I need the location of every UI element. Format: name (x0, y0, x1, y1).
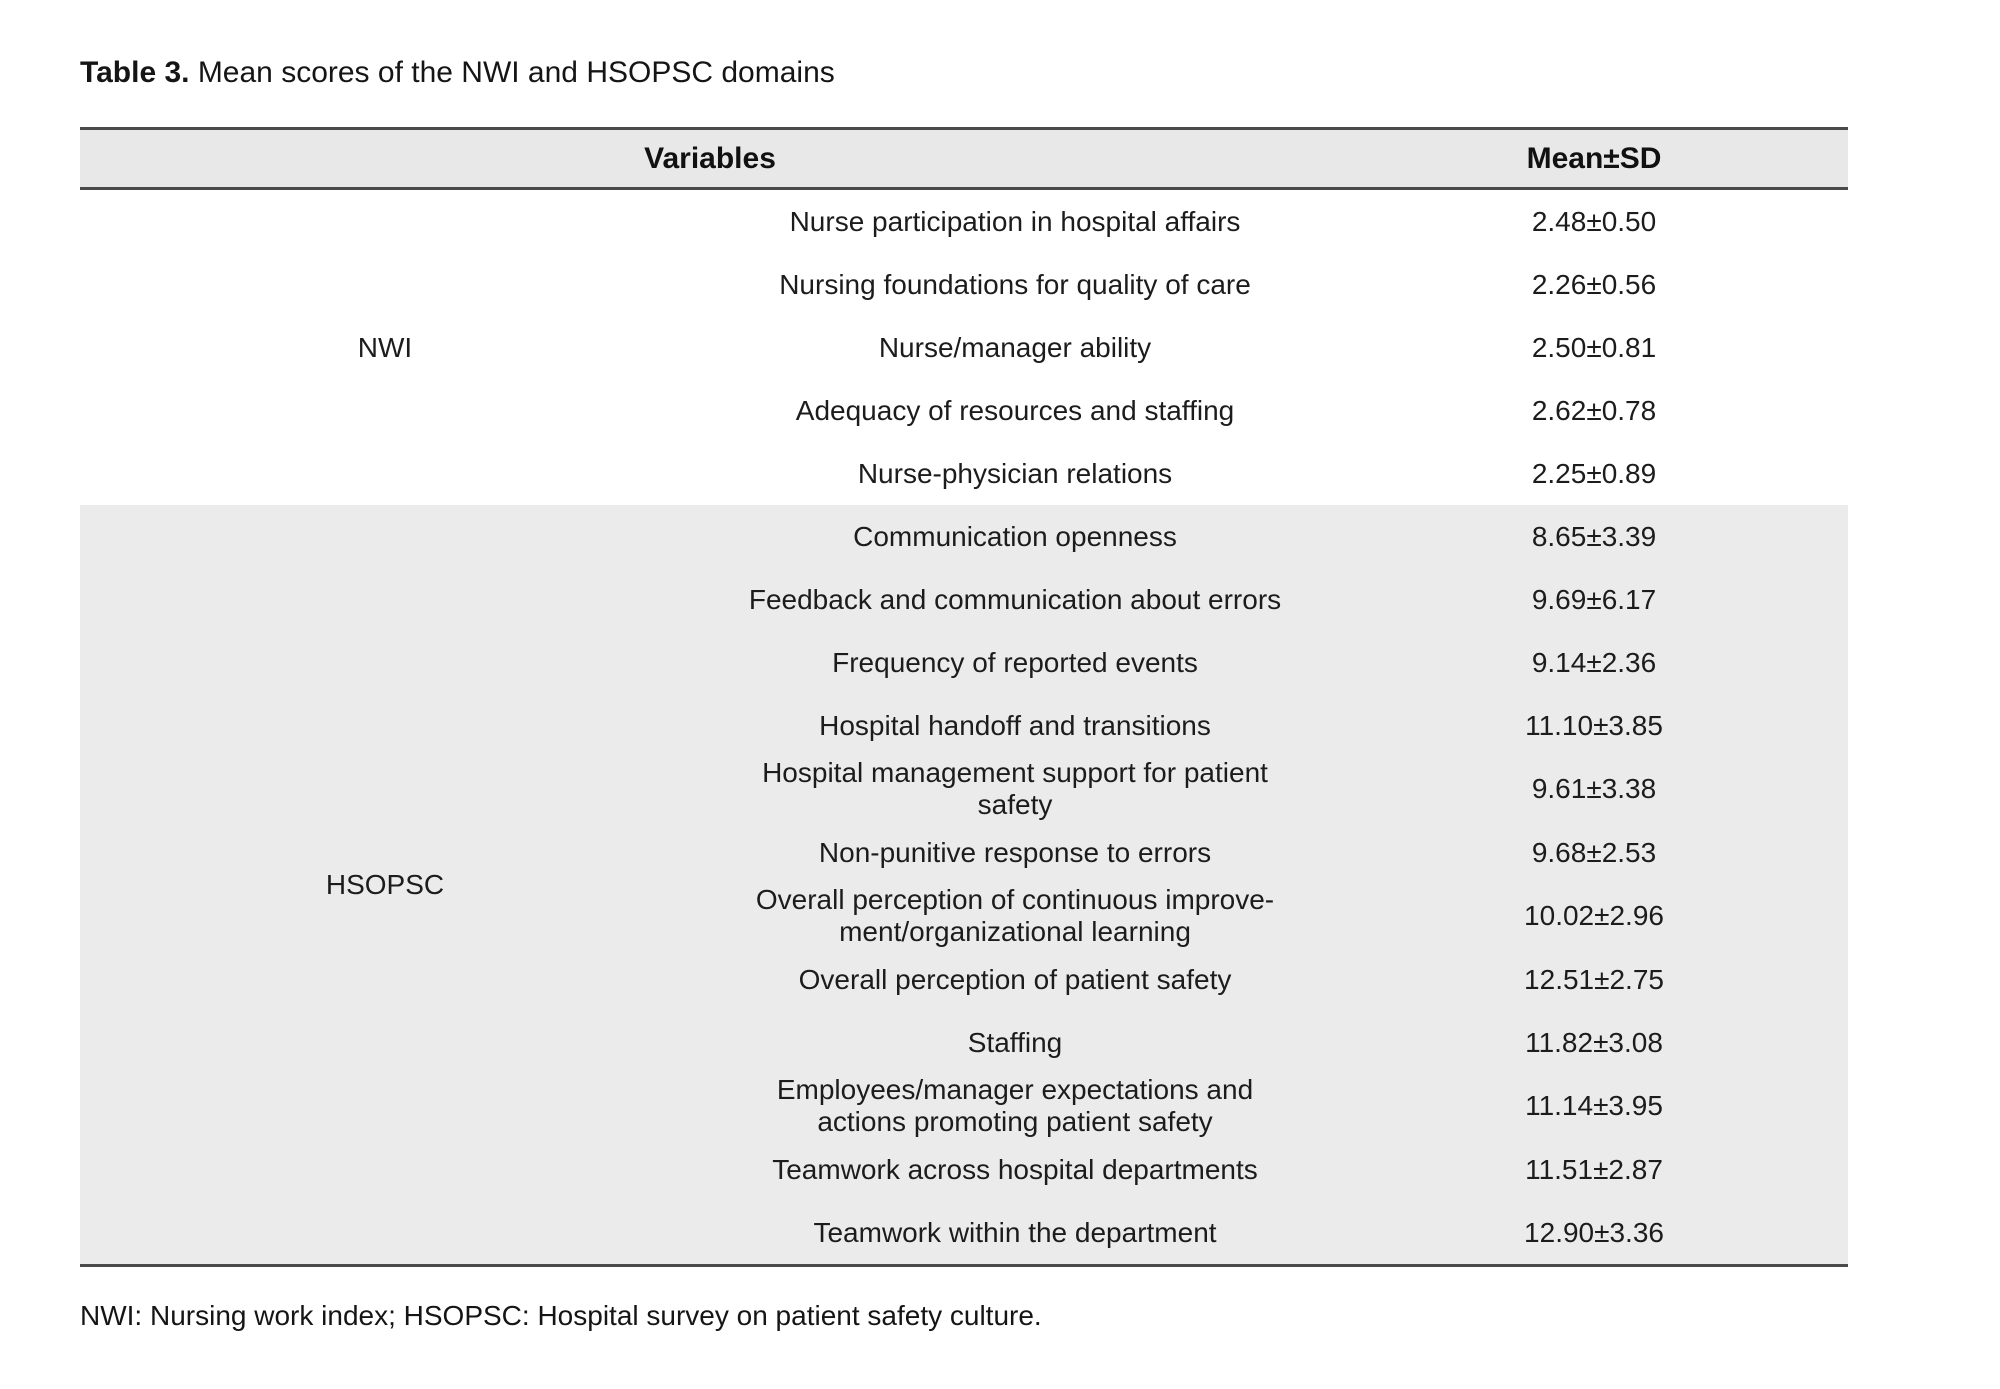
mean-sd-cell: 11.10±3.85 (1340, 694, 1849, 757)
mean-sd-cell: 12.90±3.36 (1340, 1201, 1849, 1266)
table-caption: Table 3. Mean scores of the NWI and HSOP… (80, 55, 1848, 91)
variable-cell: Frequency of reported events (690, 631, 1341, 694)
table-row: Employees/manager expectations and actio… (80, 1074, 1849, 1138)
variable-cell: Hospital management support for patient … (690, 757, 1341, 821)
header-row: Variables Mean±SD (80, 128, 1849, 190)
group-label: NWI (357, 331, 413, 363)
mean-sd-cell: 10.02±2.96 (1340, 884, 1849, 948)
mean-sd-cell: 2.50±0.81 (1531, 331, 1657, 363)
mean-sd-cell: 8.65±3.39 (1340, 505, 1849, 568)
table-row: Nursing foundations for quality of care 2… (80, 253, 1848, 316)
group-label: HSOPSC (80, 505, 690, 1266)
mean-sd-cell: 9.68±2.53 (1340, 821, 1849, 884)
table-row: Hospital handoff and transitions 11.10±3.… (80, 694, 1849, 757)
variable-cell: Hospital handoff and transitions (690, 694, 1341, 757)
variable-cell: Nurse-physician relations (857, 457, 1173, 489)
table-row: Hospital management support for patient … (80, 757, 1849, 821)
table-row: Nurse-physician relations 2.25±0.89 (80, 442, 1848, 505)
table-row: HSOPSC Communication openness 8.65±3.39 (80, 505, 1849, 1266)
table-row: Overall perception of patient safety 12.5… (80, 948, 1849, 1011)
table-row: Adequacy of resources and staffing 2.62±0… (80, 379, 1848, 442)
table-row: NWI Nurse participation in hospital affai… (80, 189, 1848, 363)
mean-sd-cell: 2.26±0.56 (1531, 268, 1657, 300)
mean-sd-cell: 12.51±2.75 (1340, 948, 1849, 1011)
table-header: Variables Mean±SD (80, 128, 1849, 190)
table-row: Teamwork across hospital departments 11.5… (80, 1138, 1849, 1201)
table-caption-text: Mean scores of the NWI and HSOPSC domain… (189, 56, 835, 89)
table-row: Overall perception of continuous improve… (80, 884, 1849, 948)
table-row: Non-punitive response to errors 9.68±2.53 (80, 821, 1849, 884)
column-header-variables: Variables (80, 128, 1341, 190)
variable-cell: Feedback and communication about errors (690, 568, 1341, 631)
variable-cell: Overall perception of patient safety (690, 948, 1341, 1011)
variable-cell: Teamwork within the department (690, 1201, 1341, 1266)
variable-cell: Employees/manager expectations and actio… (690, 1074, 1341, 1138)
table-row: Staffing 11.82±3.08 (80, 1011, 1849, 1074)
variable-cell: Nursing foundations for quality of care (779, 268, 1251, 300)
table-caption-label: Table 3. (80, 56, 190, 89)
table-footnote: NWI: Nursing work index; HSOPSC: Hospita… (80, 1300, 1042, 1331)
mean-sd-cell: 11.14±3.95 (1340, 1074, 1849, 1138)
variable-cell: Overall perception of continuous improve… (690, 884, 1341, 948)
mean-sd-cell: 2.48±0.50 (1531, 205, 1657, 237)
mean-sd-cell: 9.14±2.36 (1340, 631, 1849, 694)
mean-sd-cell: 2.62±0.78 (1531, 394, 1657, 426)
variable-cell: Nurse/manager ability (878, 331, 1152, 363)
table-row: Teamwork within the department 12.90±3.36 (80, 1201, 1849, 1266)
table-row: Feedback and communication about errors 9… (80, 568, 1849, 631)
variable-cell: Adequacy of resources and staffing (795, 394, 1235, 426)
variable-cell: Staffing (690, 1011, 1341, 1074)
variable-cell: Non-punitive response to errors (690, 821, 1341, 884)
variable-cell: Communication openness (690, 505, 1341, 568)
table-body: NWI Nurse participation in hospital affai… (80, 189, 1849, 1266)
mean-sd-cell: 9.61±3.38 (1340, 757, 1849, 821)
variable-cell: Teamwork across hospital departments (690, 1138, 1341, 1201)
mean-sd-cell: 9.69±6.17 (1340, 568, 1849, 631)
mean-sd-cell: 2.25±0.89 (1531, 457, 1657, 489)
table-row: Nurse/manager ability 2.50±0.81 (80, 316, 1848, 379)
mean-sd-cell: 11.82±3.08 (1340, 1011, 1849, 1074)
table-row: Frequency of reported events 9.14±2.36 (80, 631, 1849, 694)
variable-cell: Nurse participation in hospital affairs (789, 205, 1241, 237)
column-header-mean-sd: Mean±SD (1340, 128, 1849, 190)
mean-sd-cell: 11.51±2.87 (1340, 1138, 1849, 1201)
mean-scores-table: Variables Mean±SD NWI Nurse participation… (80, 127, 1849, 1267)
